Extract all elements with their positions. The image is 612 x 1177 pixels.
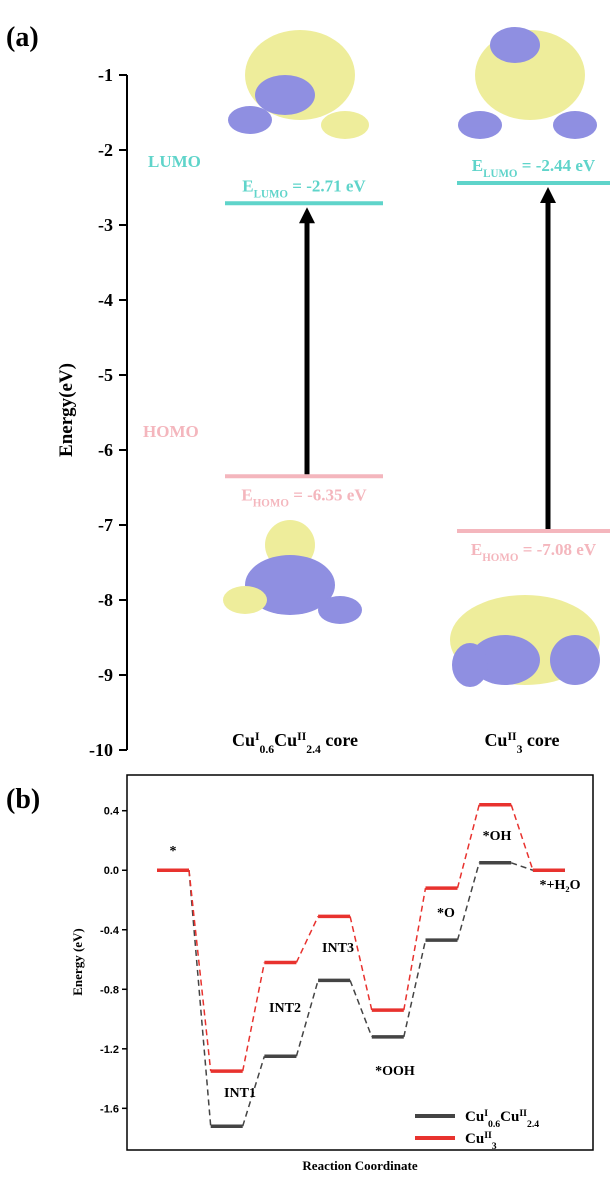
text-part: 0.6 [260,743,275,756]
text-part: II [507,730,517,743]
text-part: I [255,730,260,743]
y-axis-label: Energy(eV) [56,363,77,457]
y-tick-label: -0.4 [100,925,120,937]
text-part: HOMO [482,552,519,564]
state-label: *OH [483,829,512,844]
orbital-illustration [223,27,600,687]
step-connector [296,916,318,962]
text-part: LUMO [483,168,518,180]
category-label: CuI0.6CuII2.4 core [232,730,358,756]
step-connector [511,863,533,870]
text-part: E [471,540,482,559]
text-part: HOMO [253,497,290,509]
step-connector [350,980,372,1037]
y-tick-label: -10 [89,740,113,760]
text-part: Cu [500,1109,519,1125]
state-label: INT3 [322,941,354,956]
text-part: E [242,176,253,195]
state-label: INT2 [269,1001,301,1016]
panel-label: (b) [6,784,40,815]
step-connector [511,805,533,870]
legend-label: CuI0.6CuII2.4 [465,1108,539,1130]
y-tick-label: -6 [98,440,113,460]
text-part: II [519,1108,527,1119]
text-part: Cu [465,1109,484,1125]
y-tick-label: -3 [98,215,113,235]
text-part: = -6.35 eV [289,485,367,504]
text-part: II [484,1130,492,1141]
text-part: LUMO [254,188,289,200]
level-value-label: ELUMO = -2.71 eV [242,176,366,200]
text-part: 2.4 [527,1119,539,1130]
text-part: = -2.71 eV [288,176,366,195]
level-value-label: ELUMO = -2.44 eV [472,156,596,180]
y-axis-label: Energy (eV) [70,928,85,996]
level-value-label: EHOMO = -7.08 eV [471,540,597,564]
y-tick-label: -4 [98,290,113,310]
text-part: 3 [492,1141,497,1152]
text-part: II [297,730,307,743]
y-tick-label: -2 [98,140,113,160]
x-axis-label: Reaction Coordinate [302,1158,417,1173]
step-connector [243,963,265,1072]
text-part: Cu [232,730,255,750]
y-tick-label: -1.2 [100,1044,119,1056]
step-connector [189,870,211,1126]
text-part: core [321,730,358,750]
level-value-label: EHOMO = -6.35 eV [241,485,367,509]
text-part: I [484,1108,488,1119]
legend-label: CuII3 [465,1130,497,1152]
y-tick-label: -1.6 [100,1103,119,1115]
y-tick-label: -8 [98,590,113,610]
text-part: Cu [274,730,297,750]
text-part: E [241,485,252,504]
state-label: *OOH [375,1064,415,1079]
text-part: = -2.44 eV [518,156,596,175]
y-tick-label: -7 [98,515,113,535]
state-label: INT1 [224,1086,256,1101]
state-label: *+H₂O [540,878,581,893]
y-tick-label: -9 [98,665,113,685]
category-label: CuII3 core [484,730,559,756]
text-part: E [472,156,483,175]
text-part: Cu [484,730,507,750]
text-part: core [522,730,559,750]
level-name: HOMO [143,422,199,441]
y-tick-label: 0.4 [104,806,120,818]
panel-label: (a) [6,22,39,53]
y-tick-label: 0.0 [104,865,119,877]
step-connector [296,980,318,1056]
step-connector [458,805,480,888]
y-tick-label: -0.8 [100,984,119,996]
state-label: * [170,844,177,859]
step-connector [404,888,426,1010]
text-part: 0.6 [488,1119,500,1130]
y-tick-label: -1 [98,65,113,85]
level-name: LUMO [148,152,201,171]
text-part: 2.4 [306,743,321,756]
text-part: = -7.08 eV [518,540,596,559]
text-part: Cu [465,1131,484,1147]
y-tick-label: -5 [98,365,113,385]
figure: (a) (b) Energy(eV) Energy (eV) Reaction … [0,0,612,1177]
step-connector [189,870,211,1071]
step-connector [350,916,372,1010]
state-label: *O [437,906,455,921]
